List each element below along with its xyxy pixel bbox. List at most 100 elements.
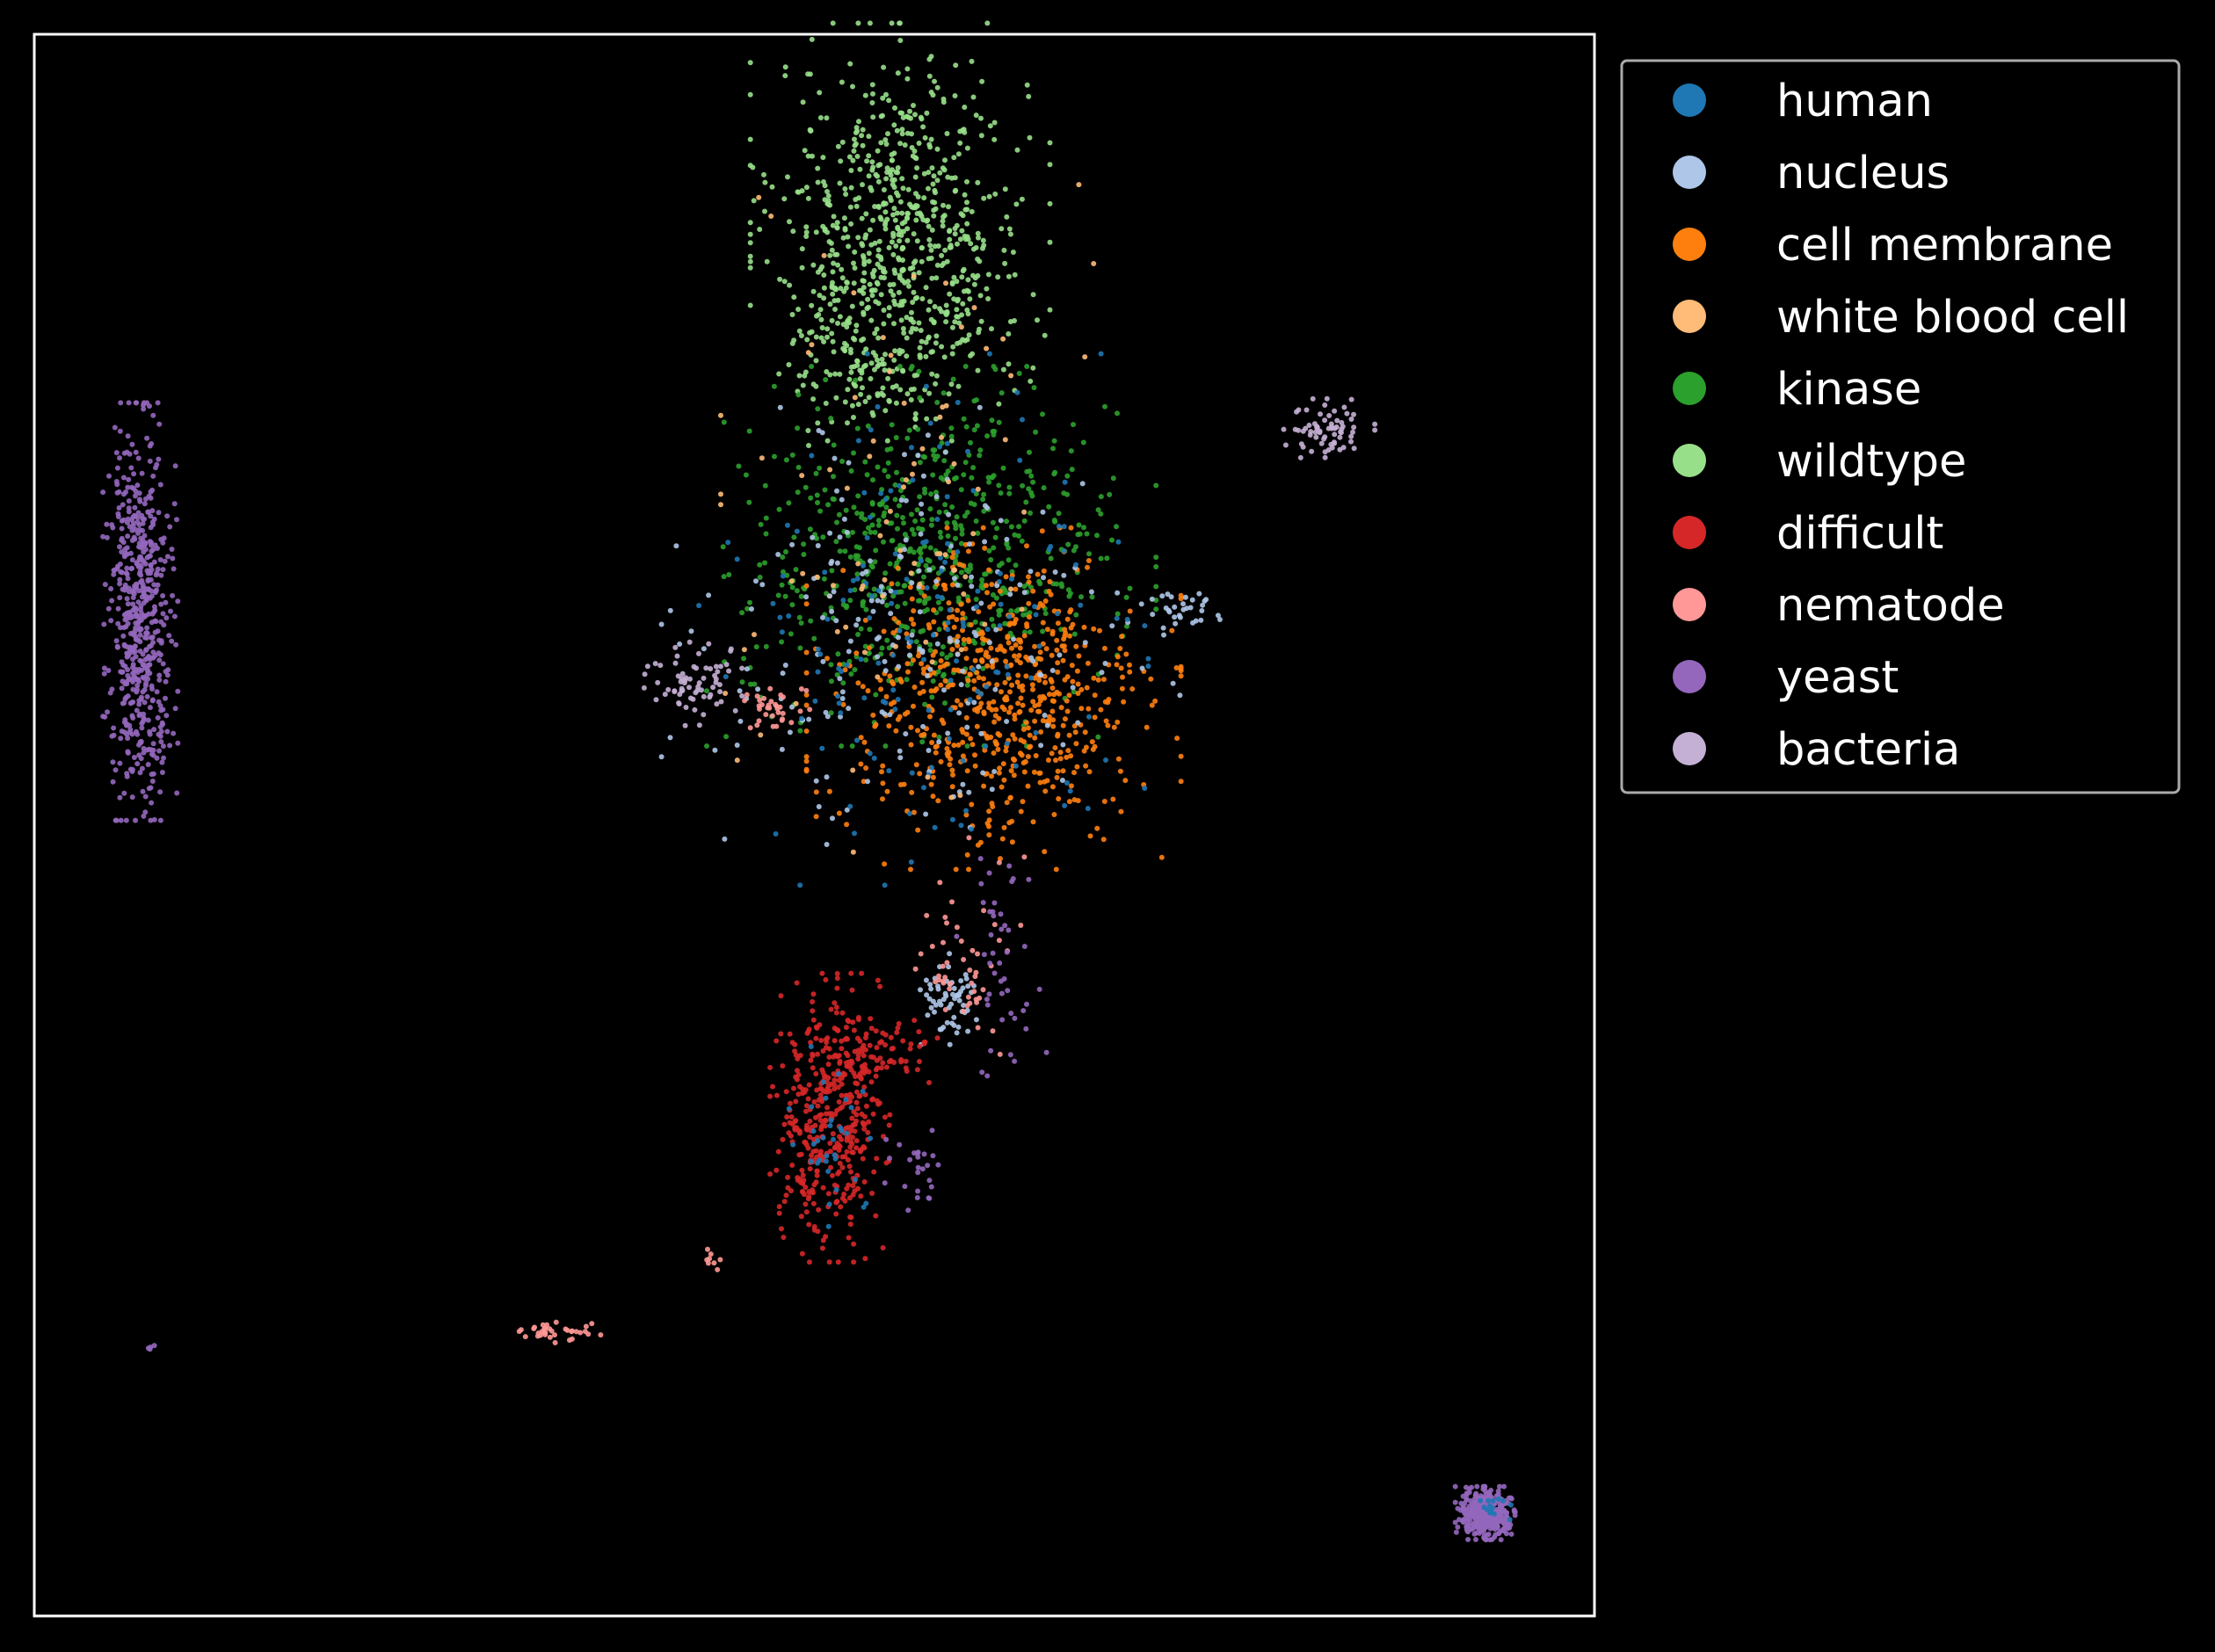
scatter-point	[752, 681, 758, 687]
scatter-point	[1047, 140, 1053, 146]
scatter-point	[1456, 1517, 1463, 1523]
scatter-point	[823, 1095, 829, 1101]
scatter-point	[861, 1084, 868, 1090]
scatter-point	[120, 475, 127, 481]
scatter-point	[960, 729, 966, 735]
scatter-point	[802, 1201, 809, 1207]
scatter-point	[1076, 522, 1082, 528]
scatter-point	[960, 620, 966, 626]
scatter-point	[734, 757, 740, 764]
scatter-point	[803, 692, 810, 698]
scatter-point	[903, 477, 909, 483]
scatter-point	[676, 701, 682, 706]
scatter-point	[1180, 606, 1187, 612]
scatter-point	[1172, 604, 1178, 610]
scatter-point	[117, 576, 123, 583]
scatter-point	[1078, 706, 1085, 712]
scatter-point	[832, 1156, 839, 1162]
scatter-point	[902, 532, 908, 538]
scatter-point	[1092, 692, 1098, 699]
scatter-point	[1013, 562, 1019, 569]
scatter-point	[987, 960, 993, 967]
scatter-point	[146, 568, 152, 574]
scatter-point	[838, 710, 844, 716]
scatter-point	[874, 1098, 880, 1104]
scatter-point	[791, 1085, 796, 1091]
scatter-point	[803, 768, 810, 774]
scatter-point	[919, 558, 924, 564]
scatter-point	[921, 785, 926, 791]
scatter-point	[1161, 632, 1166, 638]
scatter-point	[1085, 660, 1091, 666]
scatter-point	[846, 154, 853, 160]
scatter-point	[799, 264, 805, 271]
scatter-point	[563, 1326, 569, 1332]
scatter-point	[1004, 518, 1009, 525]
scatter-point	[142, 699, 148, 706]
scatter-point	[990, 1028, 996, 1034]
scatter-point	[139, 541, 145, 547]
scatter-point	[891, 699, 897, 706]
scatter-point	[850, 529, 855, 535]
scatter-point	[121, 729, 127, 735]
scatter-point	[1013, 763, 1019, 769]
scatter-point	[991, 601, 997, 607]
scatter-point	[892, 270, 898, 276]
scatter-point	[835, 262, 841, 268]
scatter-point	[899, 127, 905, 133]
scatter-point	[875, 674, 881, 680]
scatter-point	[1071, 797, 1078, 803]
scatter-point	[867, 281, 873, 287]
scatter-point	[789, 704, 795, 710]
scatter-point	[965, 983, 971, 989]
scatter-point	[131, 673, 137, 679]
scatter-point	[933, 340, 939, 346]
scatter-point	[865, 296, 871, 302]
scatter-point	[917, 460, 923, 466]
scatter-point	[1313, 434, 1319, 440]
scatter-point	[987, 604, 993, 610]
legend-marker	[1673, 660, 1706, 693]
scatter-point	[1071, 631, 1078, 637]
scatter-point	[911, 103, 916, 108]
scatter-point	[1028, 707, 1035, 714]
scatter-point	[940, 673, 946, 679]
scatter-point	[853, 1074, 859, 1080]
scatter-point	[749, 606, 754, 612]
scatter-point	[1042, 598, 1049, 604]
scatter-point	[155, 546, 160, 551]
scatter-point	[861, 290, 867, 296]
scatter-point	[773, 831, 779, 837]
scatter-point	[1170, 680, 1176, 686]
scatter-point	[824, 189, 830, 194]
scatter-point	[813, 358, 819, 364]
scatter-point	[144, 435, 150, 441]
scatter-point	[869, 409, 875, 416]
scatter-point	[951, 576, 957, 582]
scatter-point	[863, 211, 869, 217]
scatter-point	[950, 376, 956, 382]
scatter-point	[798, 333, 804, 338]
scatter-point	[878, 1065, 884, 1071]
scatter-point	[1303, 425, 1309, 431]
scatter-point	[1168, 594, 1174, 600]
scatter-point	[1006, 331, 1012, 337]
scatter-point	[969, 475, 975, 481]
scatter-point	[845, 1018, 851, 1024]
scatter-point	[696, 722, 702, 728]
scatter-point	[951, 460, 957, 467]
scatter-point	[1095, 677, 1101, 683]
scatter-point	[674, 653, 680, 659]
scatter-point	[759, 455, 765, 461]
scatter-point	[948, 381, 955, 388]
scatter-point	[945, 620, 951, 626]
scatter-point	[796, 614, 802, 620]
scatter-point	[907, 1156, 913, 1163]
scatter-point	[113, 817, 119, 823]
scatter-point	[858, 1075, 864, 1081]
scatter-point	[928, 522, 934, 528]
scatter-point	[875, 977, 881, 983]
scatter-point	[813, 1148, 819, 1154]
scatter-point	[164, 513, 171, 519]
